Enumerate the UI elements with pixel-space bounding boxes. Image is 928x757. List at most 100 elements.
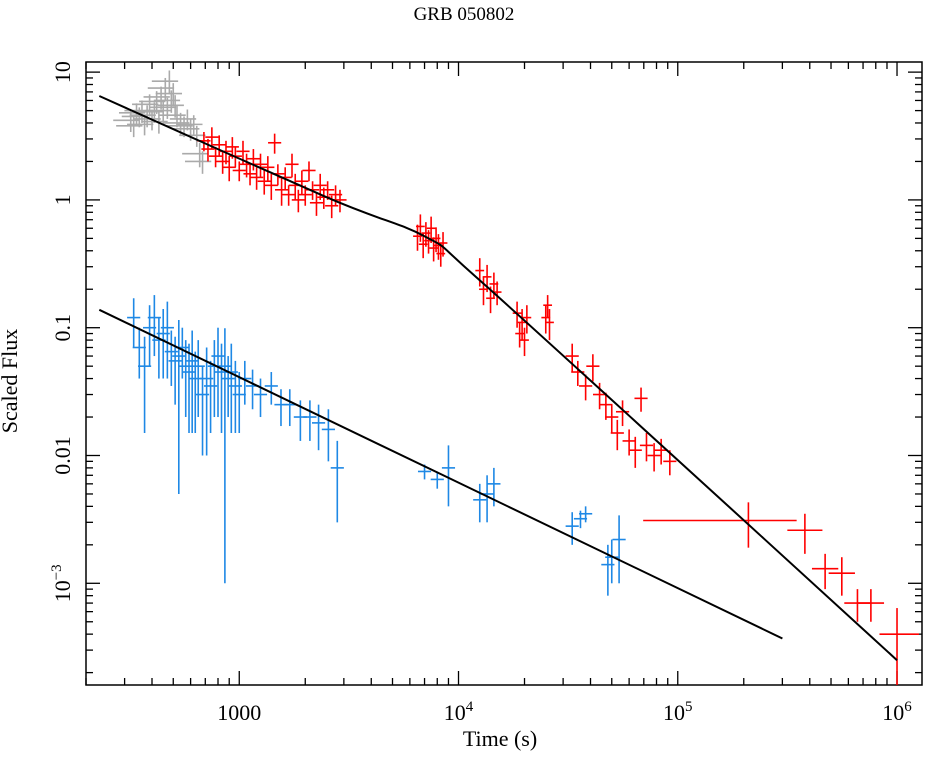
chart-title: GRB 050802 [413, 4, 515, 25]
data-point [188, 351, 202, 433]
data-point [222, 156, 236, 182]
data-point [257, 170, 271, 195]
data-point [333, 189, 347, 213]
data-point [176, 115, 203, 136]
data-point [647, 443, 661, 472]
data-point [253, 153, 268, 178]
data-point [221, 356, 235, 418]
model-line [98, 308, 783, 640]
data-point [605, 404, 619, 433]
y-axis-label: Scaled Flux [0, 328, 22, 434]
data-point [232, 161, 246, 182]
data-point [622, 429, 636, 456]
data-point [285, 153, 299, 178]
data-point [245, 369, 260, 410]
x-tick-label: 105 [663, 699, 693, 725]
data-point [311, 404, 326, 451]
data-point [212, 135, 226, 157]
x-tick-label: 106 [882, 699, 912, 725]
data-point [295, 170, 309, 195]
data-point [218, 328, 232, 584]
data-point [828, 557, 855, 596]
y-tick-label: 10−3 [49, 564, 75, 602]
data-point [579, 506, 593, 523]
data-point [283, 389, 297, 427]
data-point [113, 110, 140, 132]
data-point [520, 327, 529, 357]
data-point [179, 340, 193, 418]
data-point [599, 392, 613, 420]
data-point [116, 116, 143, 138]
data-point [253, 378, 268, 418]
data-point [565, 343, 579, 373]
data-point [473, 483, 487, 523]
data-point [275, 177, 289, 206]
data-point [321, 409, 335, 462]
data-point [182, 142, 209, 168]
data-point [430, 471, 444, 489]
data-point [184, 151, 212, 174]
data-point [543, 295, 553, 318]
data-point [313, 173, 327, 200]
data-point [264, 372, 278, 405]
data-point [214, 343, 229, 433]
model-line [98, 95, 898, 661]
data-point [634, 387, 648, 412]
data-point [282, 185, 296, 206]
data-point [232, 372, 246, 433]
y-tick-label: 0.1 [50, 314, 75, 342]
data-point [522, 305, 532, 334]
data-point [157, 95, 184, 118]
data-point [261, 156, 275, 182]
data-point [475, 258, 485, 287]
data-point [169, 109, 197, 131]
data-point [610, 419, 624, 451]
data-point [541, 305, 551, 334]
data-point [268, 133, 282, 154]
data-point [179, 125, 206, 147]
data-point [586, 354, 600, 382]
data-point [291, 189, 305, 213]
data-point [302, 161, 316, 182]
data-point [628, 436, 642, 468]
data-point [811, 553, 839, 590]
data-point [879, 608, 919, 685]
data-point [787, 513, 823, 554]
x-axis-label: Time (s) [462, 726, 538, 751]
data-point [151, 70, 179, 95]
x-tick-label: 1000 [217, 700, 261, 725]
data-point [182, 343, 196, 433]
data-point [303, 400, 317, 441]
data-point [330, 440, 344, 523]
data-point [185, 330, 199, 433]
data-point [612, 515, 626, 584]
data-point [243, 164, 257, 186]
data-point [155, 83, 183, 107]
data-point [246, 149, 260, 171]
data-point [160, 301, 174, 379]
data-point [643, 502, 797, 548]
data-point [175, 327, 189, 379]
y-tick-label: 10 [50, 61, 75, 83]
y-tick-label: 0.01 [50, 436, 75, 475]
x-tick-label: 104 [444, 699, 474, 725]
plot-frame [85, 61, 923, 686]
data-point [118, 103, 146, 125]
data-point [517, 309, 527, 341]
y-tick-label: 1 [50, 194, 75, 205]
data-point [438, 232, 448, 257]
data-point [615, 400, 630, 427]
data-point [216, 151, 230, 174]
data-point [264, 173, 278, 200]
data-point [132, 327, 146, 379]
data-point [545, 309, 554, 341]
data-point [415, 214, 425, 242]
data-point [663, 450, 677, 476]
data-point [127, 298, 141, 348]
data-point [857, 589, 885, 622]
data-point [565, 512, 579, 545]
data-point [309, 192, 324, 216]
data-point [441, 445, 456, 507]
data-point [639, 432, 654, 462]
